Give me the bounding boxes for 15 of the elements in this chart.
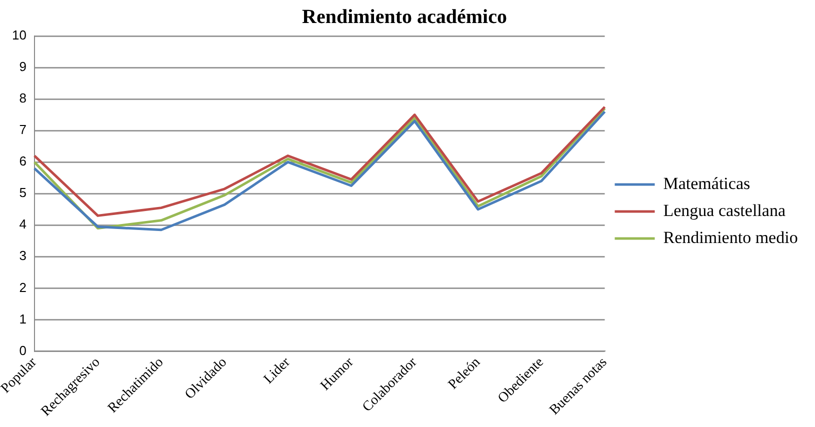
y-tick-label: 8: [19, 90, 26, 106]
y-tick-label: 9: [19, 59, 26, 74]
y-tick-label: 2: [19, 280, 26, 295]
y-tick-label: 0: [19, 342, 26, 358]
y-tick-label: 5: [19, 185, 26, 200]
y-tick-label: 6: [19, 154, 26, 169]
legend-label: Rendimiento medio: [663, 228, 798, 247]
chart-title: Rendimiento académico: [302, 6, 507, 28]
y-tick-label: 1: [19, 311, 26, 326]
y-tick-label: 7: [19, 122, 26, 138]
y-tick-label: 3: [19, 248, 26, 264]
y-tick-label: 10: [12, 28, 26, 43]
legend-label: Lengua castellana: [663, 200, 786, 220]
y-tick-label: 4: [19, 216, 26, 232]
legend-label: Matemáticas: [663, 174, 750, 193]
